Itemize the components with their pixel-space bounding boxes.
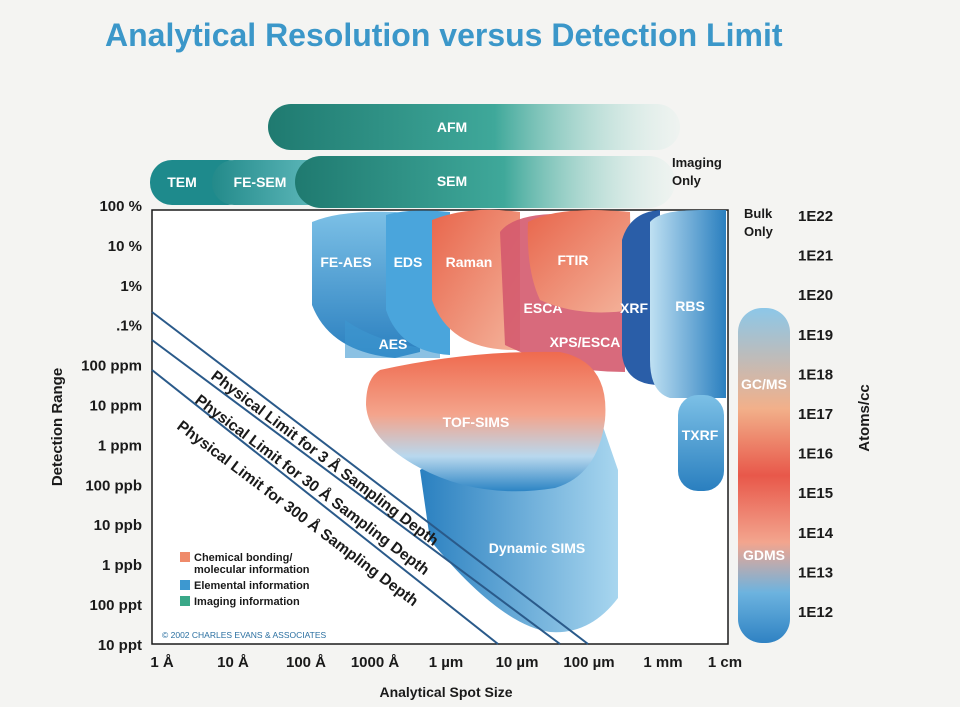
- x-tick-label: 100 µm: [563, 654, 614, 671]
- y-axis-title: Detection Range: [49, 368, 66, 486]
- right-tick-label: 1E13: [798, 564, 833, 581]
- ftir-label: FTIR: [557, 252, 588, 268]
- y-tick-label: 100 %: [99, 198, 142, 215]
- tem-label: TEM: [167, 174, 197, 190]
- fe-sem-label: FE-SEM: [234, 174, 287, 190]
- txrf-label: TXRF: [682, 427, 719, 443]
- sem-region: [295, 156, 675, 208]
- legend: Chemical bonding/ molecular information …: [162, 552, 327, 640]
- tof-sims-label: TOF-SIMS: [443, 414, 510, 430]
- rbs-label: RBS: [675, 298, 705, 314]
- x-tick-label: 100 Å: [286, 654, 326, 671]
- right-tick-label: 1E16: [798, 446, 833, 463]
- y-axis-ticks: 100 % 10 % 1% .1% 100 ppm 10 ppm 1 ppm 100 ppb 1…: [81, 198, 142, 654]
- gc-ms-label: GC/MS: [741, 376, 787, 392]
- x-tick-label: 10 µm: [496, 654, 539, 671]
- raman-label: Raman: [446, 254, 493, 270]
- xps-esca-label: XPS/ESCA: [550, 334, 621, 350]
- bulk-region: [738, 308, 790, 643]
- tof-sims-region: [366, 351, 606, 492]
- legend-imaging: Imaging information: [194, 596, 300, 608]
- limit-line-300a: [151, 369, 499, 645]
- imaging-only-label-line2: Only: [672, 173, 702, 188]
- x-axis-title: Analytical Spot Size: [379, 684, 512, 700]
- x-tick-label: 1 mm: [643, 654, 682, 671]
- x-tick-label: 1 µm: [429, 654, 464, 671]
- y-tick-label: 10 ppt: [98, 637, 142, 654]
- right-tick-label: 1E17: [798, 406, 833, 423]
- aes-region: [345, 320, 440, 358]
- x-tick-label: 1 cm: [708, 654, 742, 671]
- fe-aes-label: FE-AES: [320, 254, 371, 270]
- y-tick-label: 10 ppm: [89, 398, 142, 415]
- eds-label: EDS: [394, 254, 423, 270]
- legend-chemical-line1: Chemical bonding/: [194, 552, 292, 564]
- imaging-techniques: AFM TEM FE-SEM SEM Imaging Only: [150, 104, 722, 208]
- y-tick-label: 10 %: [108, 238, 142, 255]
- bulk-only-label-line2: Only: [744, 224, 774, 239]
- chart-title: Analytical Resolution versus Detection L…: [105, 17, 783, 53]
- imaging-only-label-line1: Imaging: [672, 155, 722, 170]
- limit-line-30a: [151, 339, 561, 645]
- y-tick-label: 10 ppb: [94, 517, 142, 534]
- right-tick-label: 1E15: [798, 485, 833, 502]
- y-tick-label: 100 ppm: [81, 358, 142, 375]
- right-tick-label: 1E12: [798, 604, 833, 621]
- technique-regions: FE-AES AES EDS Raman ESCA XPS/ESCA FTIR …: [312, 209, 726, 633]
- bulk-only-label-line1: Bulk: [744, 206, 773, 221]
- y-tick-label: 100 ppt: [89, 597, 142, 614]
- dynamic-sims-label: Dynamic SIMS: [489, 540, 585, 556]
- right-tick-label: 1E14: [798, 525, 834, 542]
- copyright-notice: © 2002 CHARLES EVANS & ASSOCIATES: [162, 630, 327, 640]
- legend-swatch-imaging: [180, 596, 190, 606]
- x-tick-label: 10 Å: [217, 654, 249, 671]
- rbs-region: [650, 210, 726, 398]
- y-tick-label: .1%: [116, 318, 142, 335]
- xrf-label: XRF: [620, 300, 648, 316]
- x-axis-ticks: 1 Å 10 Å 100 Å 1000 Å 1 µm 10 µm 100 µm 1 mm 1 c…: [150, 654, 742, 671]
- txrf-region: [678, 395, 724, 491]
- right-axis-ticks: 1E22 1E21 1E20 1E19 1E18 1E17 1E16 1E15 1E14 1E13…: [798, 208, 834, 621]
- aes-label: AES: [379, 336, 408, 352]
- y-tick-label: 1 ppb: [102, 557, 142, 574]
- legend-chemical-line2: molecular information: [194, 564, 310, 576]
- legend-swatch-elemental: [180, 580, 190, 590]
- limit-line-3a: [151, 311, 589, 645]
- y-tick-label: 1%: [120, 278, 142, 295]
- ftir-region: [527, 209, 632, 313]
- y-tick-label: 100 ppb: [85, 477, 142, 494]
- right-tick-label: 1E18: [798, 366, 833, 383]
- legend-elemental: Elemental information: [194, 580, 310, 592]
- legend-swatch-chemical: [180, 552, 190, 562]
- afm-region: [268, 104, 680, 150]
- y-tick-label: 1 ppm: [98, 437, 142, 454]
- afm-label: AFM: [437, 119, 467, 135]
- raman-region: [432, 209, 520, 351]
- gdms-label: GDMS: [743, 547, 785, 563]
- right-axis-title: Atoms/cc: [856, 384, 873, 452]
- x-tick-label: 1 Å: [150, 654, 174, 671]
- right-tick-label: 1E21: [798, 248, 833, 265]
- bulk-techniques: Bulk Only GC/MS GDMS: [738, 206, 790, 643]
- right-tick-label: 1E20: [798, 287, 833, 304]
- sem-label: SEM: [437, 173, 467, 189]
- x-tick-label: 1000 Å: [351, 654, 400, 671]
- right-tick-label: 1E22: [798, 208, 833, 225]
- right-tick-label: 1E19: [798, 327, 833, 344]
